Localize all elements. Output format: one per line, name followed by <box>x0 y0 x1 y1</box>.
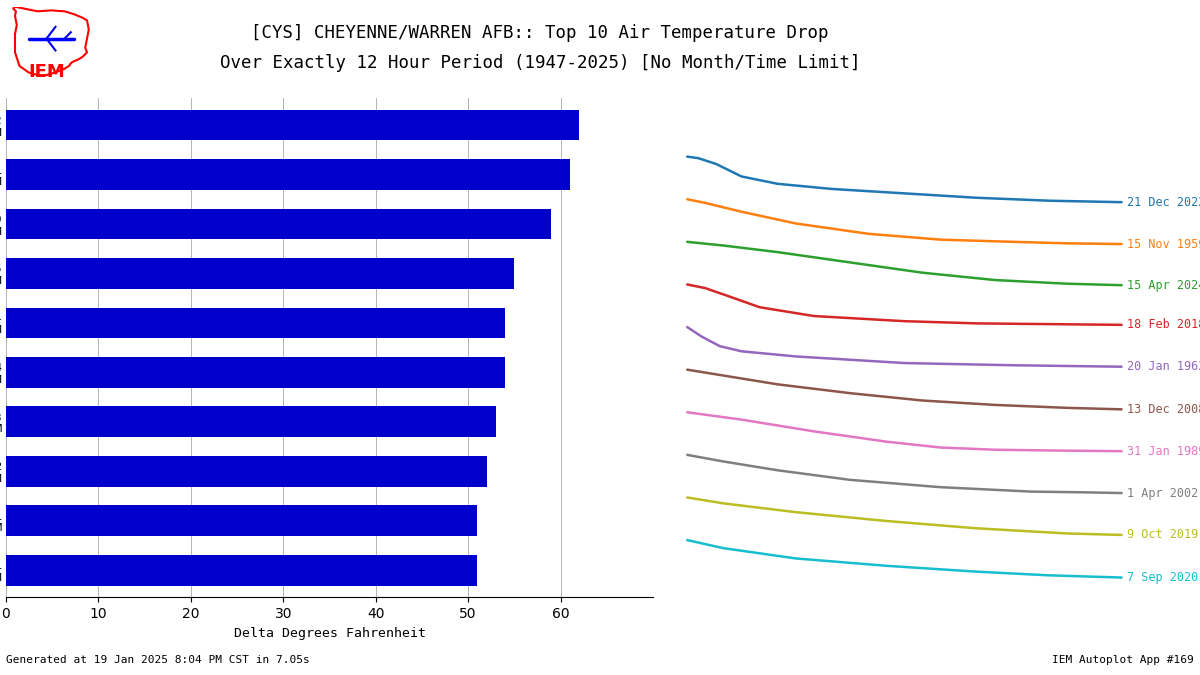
Text: 13 Dec 2008: 13 Dec 2008 <box>1127 403 1200 416</box>
Bar <box>6 357 505 387</box>
Text: 15 Nov 1959: 15 Nov 1959 <box>1127 238 1200 250</box>
Text: 15 Apr 2024: 15 Apr 2024 <box>1127 279 1200 292</box>
Bar <box>6 159 570 190</box>
Bar <box>6 110 580 140</box>
Text: 18 Feb 2018: 18 Feb 2018 <box>1127 319 1200 331</box>
Bar <box>6 258 515 289</box>
Text: IEM: IEM <box>28 63 65 82</box>
Bar <box>6 555 478 585</box>
Text: Over Exactly 12 Hour Period (1947-2025) [No Month/Time Limit]: Over Exactly 12 Hour Period (1947-2025) … <box>220 54 860 72</box>
Text: IEM Autoplot App #169: IEM Autoplot App #169 <box>1052 655 1194 665</box>
Text: 9 Oct 2019: 9 Oct 2019 <box>1127 529 1199 541</box>
X-axis label: Delta Degrees Fahrenheit: Delta Degrees Fahrenheit <box>234 626 426 640</box>
Text: 7 Sep 2020: 7 Sep 2020 <box>1127 571 1199 584</box>
Text: Generated at 19 Jan 2025 8:04 PM CST in 7.05s: Generated at 19 Jan 2025 8:04 PM CST in … <box>6 655 310 665</box>
Text: 20 Jan 1962: 20 Jan 1962 <box>1127 360 1200 373</box>
Bar <box>6 506 478 536</box>
Polygon shape <box>13 7 89 75</box>
Bar <box>6 406 496 437</box>
Text: 1 Apr 2002: 1 Apr 2002 <box>1127 487 1199 499</box>
Text: 31 Jan 1989: 31 Jan 1989 <box>1127 445 1200 458</box>
Bar <box>6 308 505 338</box>
Text: [CYS] CHEYENNE/WARREN AFB:: Top 10 Air Temperature Drop: [CYS] CHEYENNE/WARREN AFB:: Top 10 Air T… <box>251 24 829 42</box>
Text: 21 Dec 2022: 21 Dec 2022 <box>1127 196 1200 209</box>
Bar <box>6 456 487 487</box>
Bar <box>6 209 551 240</box>
